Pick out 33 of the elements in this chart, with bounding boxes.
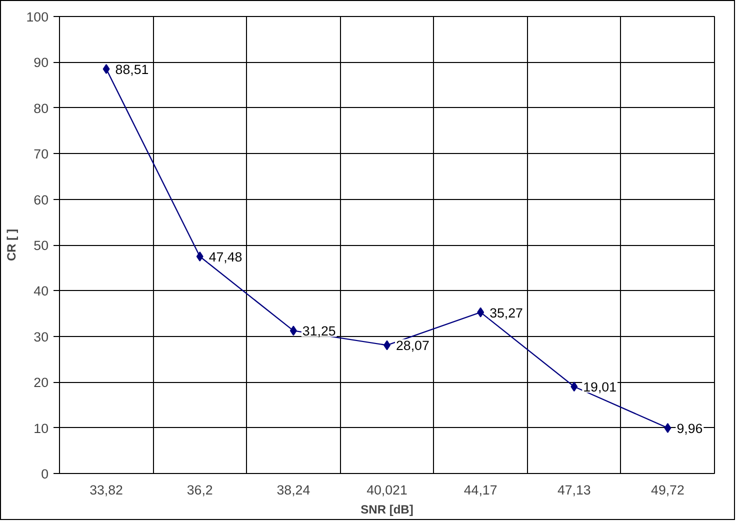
y-tick-label: 70 [34,146,49,162]
data-label: 9,96 [676,420,703,436]
data-label: 19,01 [583,380,616,395]
y-tick-label: 40 [34,284,49,299]
y-tick-label: 100 [26,10,49,24]
data-label: 31,25 [302,324,336,339]
y-tick-label: 20 [34,375,49,390]
x-tick-label: 49,72 [651,482,684,498]
x-tick-label: 40,021 [366,482,408,498]
x-axis-title: SNR [dB] [360,502,414,516]
point [664,422,672,433]
data-label: 47,48 [208,250,242,265]
point [196,252,204,262]
point [570,382,578,392]
x-tick-label: 36,2 [186,482,213,498]
x-tick-label: 47,13 [557,482,591,498]
data-label: 88,51 [115,62,149,78]
y-tick-label: 50 [34,238,49,253]
point [102,64,110,74]
y-tick-label: 30 [34,329,49,344]
y-tick-label: 80 [34,100,49,116]
data-label: 35,27 [490,305,523,320]
point [290,326,297,336]
y-tick-label: 90 [34,55,49,70]
point [477,307,484,318]
y-tick-label: 0 [41,466,49,482]
y-axis-title: CR [ ] [4,228,18,261]
x-tick-label: 38,24 [276,482,311,498]
y-tick-label: 10 [34,420,49,436]
data-label: 28,07 [396,338,430,354]
x-tick-label: 44,17 [464,482,498,498]
y-tick-label: 60 [34,192,49,208]
x-tick-label: 33,82 [90,482,123,498]
